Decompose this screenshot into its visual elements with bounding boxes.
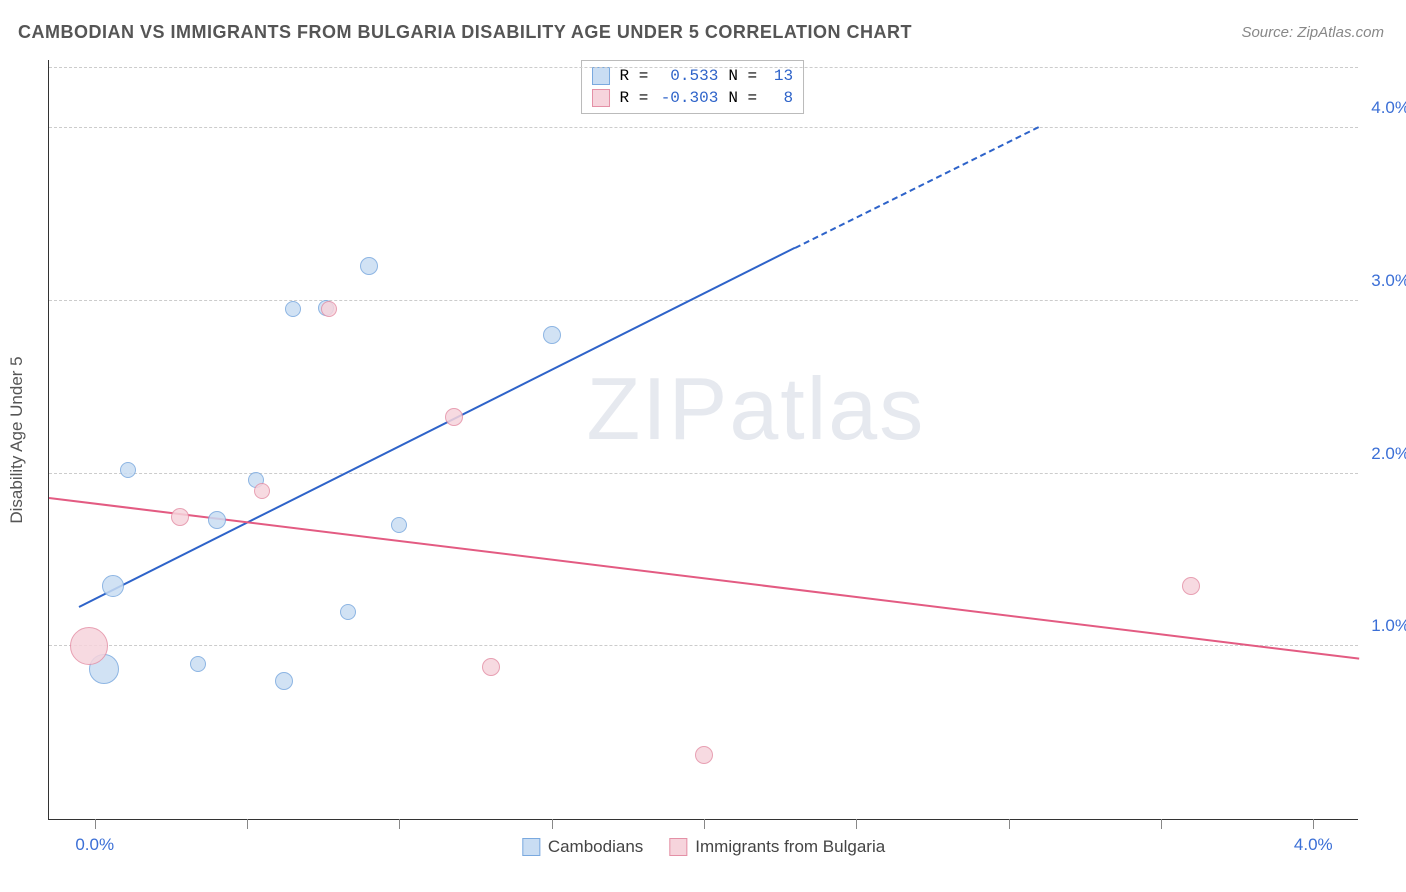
legend-item-bulgaria: Immigrants from Bulgaria	[669, 837, 885, 857]
data-point-cambodians	[120, 462, 136, 478]
grid-line	[49, 473, 1358, 474]
x-tick	[552, 819, 553, 829]
data-point-cambodians	[360, 257, 378, 275]
x-tick	[399, 819, 400, 829]
x-tick	[704, 819, 705, 829]
y-tick-label: 1.0%	[1371, 616, 1406, 636]
data-point-bulgaria	[254, 483, 270, 499]
data-point-cambodians	[285, 301, 301, 317]
legend-row-cambodians: R = 0.533 N = 13	[592, 65, 794, 87]
r-label: R =	[620, 67, 649, 85]
grid-line	[49, 127, 1358, 128]
legend-series: Cambodians Immigrants from Bulgaria	[522, 837, 885, 857]
x-tick	[1009, 819, 1010, 829]
legend-correlation: R = 0.533 N = 13 R = -0.303 N = 8	[581, 60, 805, 114]
grid-line	[49, 67, 1358, 68]
swatch-cambodians-b	[522, 838, 540, 856]
data-point-bulgaria	[445, 408, 463, 426]
data-point-bulgaria	[321, 301, 337, 317]
y-tick-label: 3.0%	[1371, 271, 1406, 291]
x-tick	[1161, 819, 1162, 829]
legend-row-bulgaria: R = -0.303 N = 8	[592, 87, 794, 109]
swatch-bulgaria	[592, 89, 610, 107]
plot-area: ZIPatlas Disability Age Under 5 R = 0.53…	[48, 60, 1358, 820]
legend-item-cambodians: Cambodians	[522, 837, 643, 857]
x-tick	[856, 819, 857, 829]
n-value-cambodians: 13	[767, 67, 793, 85]
data-point-cambodians	[391, 517, 407, 533]
trend-line	[795, 126, 1040, 249]
legend-label: Cambodians	[548, 837, 643, 857]
r-value-cambodians: 0.533	[658, 67, 718, 85]
chart-source: Source: ZipAtlas.com	[1241, 24, 1384, 41]
n-label: N =	[728, 89, 757, 107]
data-point-cambodians	[190, 656, 206, 672]
data-point-cambodians	[275, 672, 293, 690]
watermark: ZIPatlas	[586, 358, 925, 460]
legend-label: Immigrants from Bulgaria	[695, 837, 885, 857]
grid-line	[49, 300, 1358, 301]
x-tick	[247, 819, 248, 829]
data-point-cambodians	[102, 575, 124, 597]
data-point-cambodians	[208, 511, 226, 529]
y-tick-label: 4.0%	[1371, 98, 1406, 118]
grid-line	[49, 645, 1358, 646]
n-label: N =	[728, 67, 757, 85]
data-point-bulgaria	[695, 746, 713, 764]
y-tick-label: 2.0%	[1371, 444, 1406, 464]
chart-title: CAMBODIAN VS IMMIGRANTS FROM BULGARIA DI…	[18, 22, 912, 43]
data-point-cambodians	[543, 326, 561, 344]
trend-line	[49, 497, 1359, 660]
r-label: R =	[620, 89, 649, 107]
x-tick	[95, 819, 96, 829]
data-point-bulgaria	[482, 658, 500, 676]
data-point-bulgaria	[171, 508, 189, 526]
r-value-bulgaria: -0.303	[658, 89, 718, 107]
data-point-bulgaria	[70, 627, 108, 665]
x-tick-label: 4.0%	[1294, 835, 1333, 855]
swatch-bulgaria-b	[669, 838, 687, 856]
chart-container: CAMBODIAN VS IMMIGRANTS FROM BULGARIA DI…	[0, 0, 1406, 892]
y-axis-label: Disability Age Under 5	[7, 356, 27, 523]
x-tick-label: 0.0%	[75, 835, 114, 855]
data-point-cambodians	[340, 604, 356, 620]
x-tick	[1313, 819, 1314, 829]
swatch-cambodians	[592, 67, 610, 85]
n-value-bulgaria: 8	[767, 89, 793, 107]
data-point-bulgaria	[1182, 577, 1200, 595]
